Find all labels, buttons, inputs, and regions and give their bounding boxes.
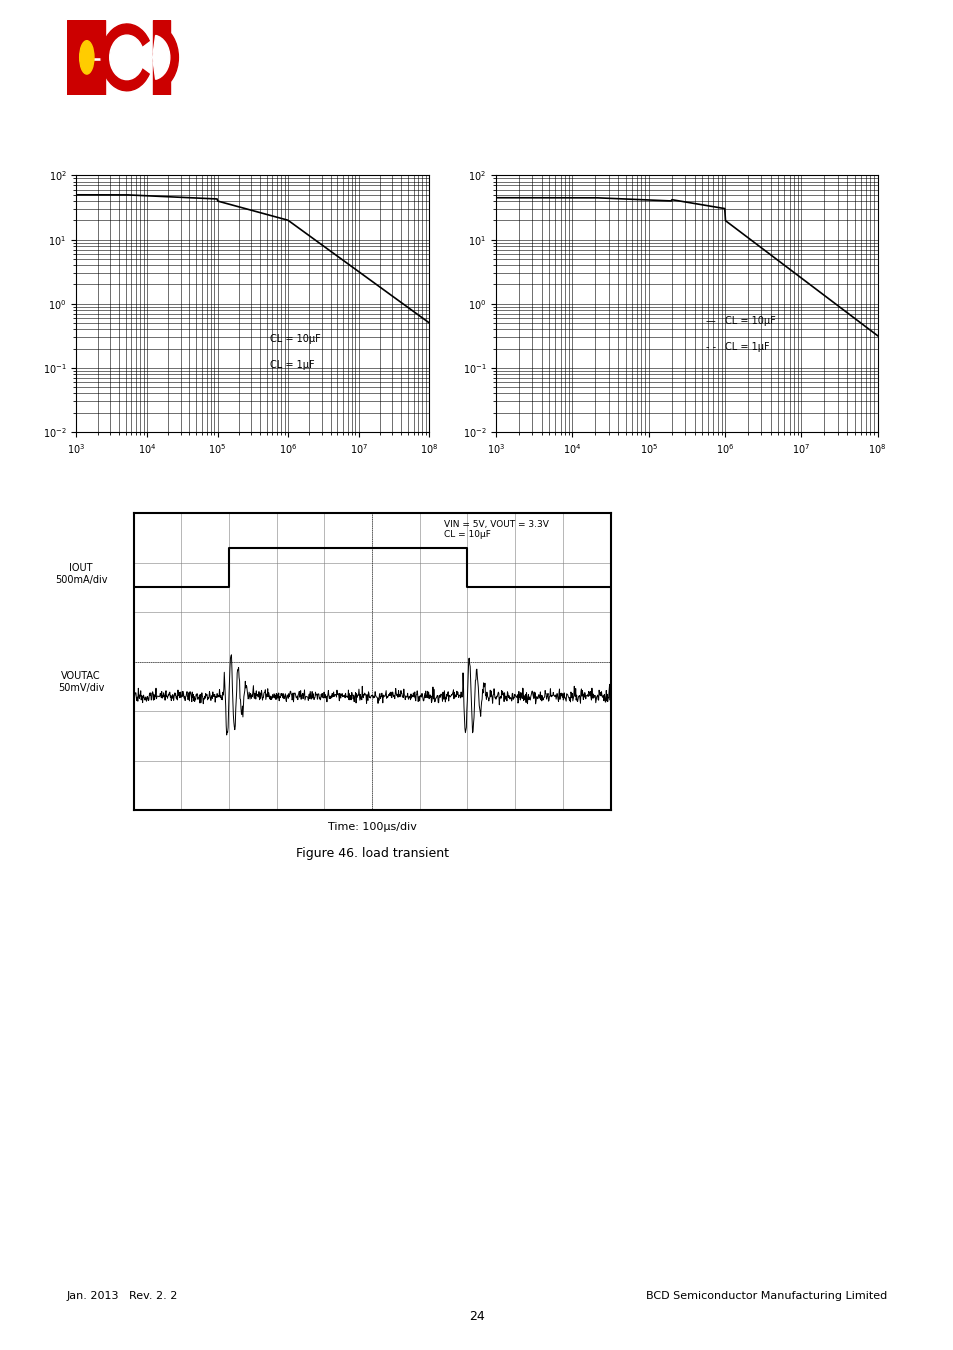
Text: 24: 24	[469, 1310, 484, 1323]
Text: Time: 100μs/div: Time: 100μs/div	[327, 822, 416, 832]
Text: CL = 10μF: CL = 10μF	[271, 335, 321, 344]
Bar	[84, 61, 105, 95]
Wedge shape	[152, 26, 178, 89]
Text: Figure 46. load transient: Figure 46. load transient	[295, 848, 448, 860]
Text: —: —	[705, 316, 715, 327]
Bar	[84, 20, 105, 58]
Wedge shape	[101, 24, 149, 90]
Text: CL = 10μF: CL = 10μF	[443, 531, 490, 540]
Text: Typical Performance Characteristics (continued): Typical Performance Characteristics (con…	[270, 111, 683, 126]
Text: CL = 1μF: CL = 1μF	[271, 360, 314, 370]
Text: CL = 1μF: CL = 1μF	[724, 342, 769, 352]
Text: VIN = 5V, VOUT = 3.3V: VIN = 5V, VOUT = 3.3V	[443, 520, 548, 529]
Wedge shape	[110, 35, 144, 80]
Text: BCD Semiconductor Manufacturing Limited: BCD Semiconductor Manufacturing Limited	[645, 1291, 886, 1301]
Wedge shape	[152, 35, 170, 80]
Ellipse shape	[79, 40, 93, 74]
Text: - -: - -	[705, 342, 716, 352]
Text: Jan. 2013   Rev. 2. 2: Jan. 2013 Rev. 2. 2	[67, 1291, 178, 1301]
Text: VOUTAC
50mV/div: VOUTAC 50mV/div	[58, 671, 104, 693]
Text: IOUT
500mA/div: IOUT 500mA/div	[54, 563, 108, 585]
Wedge shape	[127, 49, 152, 66]
Bar	[152, 20, 170, 95]
Bar	[67, 20, 84, 95]
Text: CL = 10μF: CL = 10μF	[724, 316, 775, 327]
